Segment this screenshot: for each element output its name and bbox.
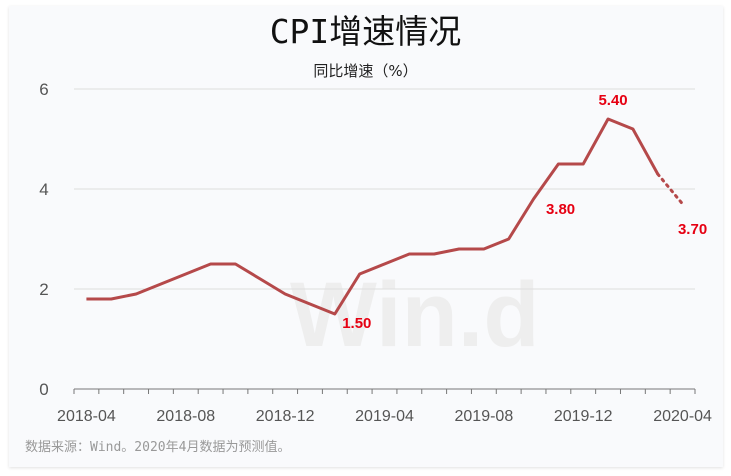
y-axis: 0 2 4 6 <box>39 80 48 399</box>
x-tick-label: 2018-08 <box>156 408 215 425</box>
watermark-text: Win.d <box>290 264 540 366</box>
x-axis: 2018-04 2018-08 2018-12 2019-04 2019-08 2019-… <box>57 388 712 425</box>
x-tick-label: 2019-04 <box>355 408 414 425</box>
data-label: 1.50 <box>342 315 371 332</box>
cpi-series <box>86 117 685 316</box>
y-tick-label: 2 <box>39 280 48 299</box>
x-tick-label: 2020-04 <box>653 408 712 425</box>
data-label: 5.40 <box>598 92 627 109</box>
y-tick-label: 4 <box>39 180 48 199</box>
data-label: 3.80 <box>546 201 575 218</box>
watermark: Win.d <box>290 264 540 366</box>
chart-title: CPI增速情况 <box>269 12 462 51</box>
y-tick-label: 0 <box>39 380 48 399</box>
data-label: 3.70 <box>678 221 707 238</box>
source-note: 数据来源：Wind。2020年4月数据为预测值。 <box>25 440 291 455</box>
x-tick-label: 2018-04 <box>57 408 116 425</box>
y-tick-label: 6 <box>39 80 48 99</box>
x-tick-label: 2018-12 <box>256 408 315 425</box>
chart-subtitle: 同比增速（%） <box>313 62 418 80</box>
gridlines <box>74 88 695 290</box>
x-tick-label: 2019-08 <box>455 408 514 425</box>
chart-card <box>9 6 723 467</box>
data-labels: 1.50 3.80 5.40 3.70 <box>342 92 707 332</box>
x-tick-label: 2019-12 <box>554 408 613 425</box>
